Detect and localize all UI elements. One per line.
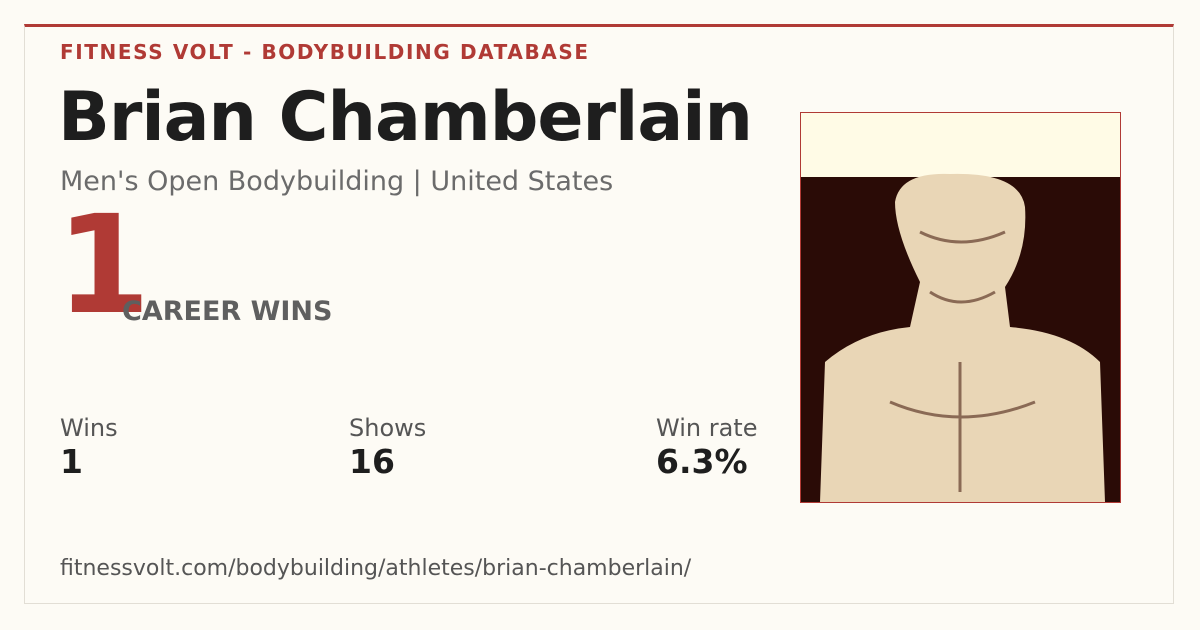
- athlete-subtitle: Men's Open Bodybuilding | United States: [60, 166, 614, 197]
- stat-value: 6.3%: [656, 442, 748, 481]
- stat-value: 16: [349, 442, 395, 481]
- brand: FITNESS VOLT - BODYBUILDING DATABASE: [60, 40, 590, 64]
- photo-figure: [820, 173, 1105, 502]
- stat-label: Win rate: [656, 414, 758, 442]
- url: fitnessvolt.com/bodybuilding/athletes/br…: [60, 556, 692, 581]
- career-wins-label: CAREER WINS: [122, 296, 333, 327]
- photo-shading: [889, 230, 1036, 492]
- stat-label: Shows: [349, 414, 427, 442]
- athlete-name: Brian Chamberlain: [58, 78, 753, 157]
- athlete-photo: [800, 112, 1121, 503]
- stat-value: 1: [60, 442, 83, 481]
- career-wins-value: 1: [56, 187, 151, 345]
- stat-label: Wins: [60, 414, 118, 442]
- card: [24, 24, 1174, 604]
